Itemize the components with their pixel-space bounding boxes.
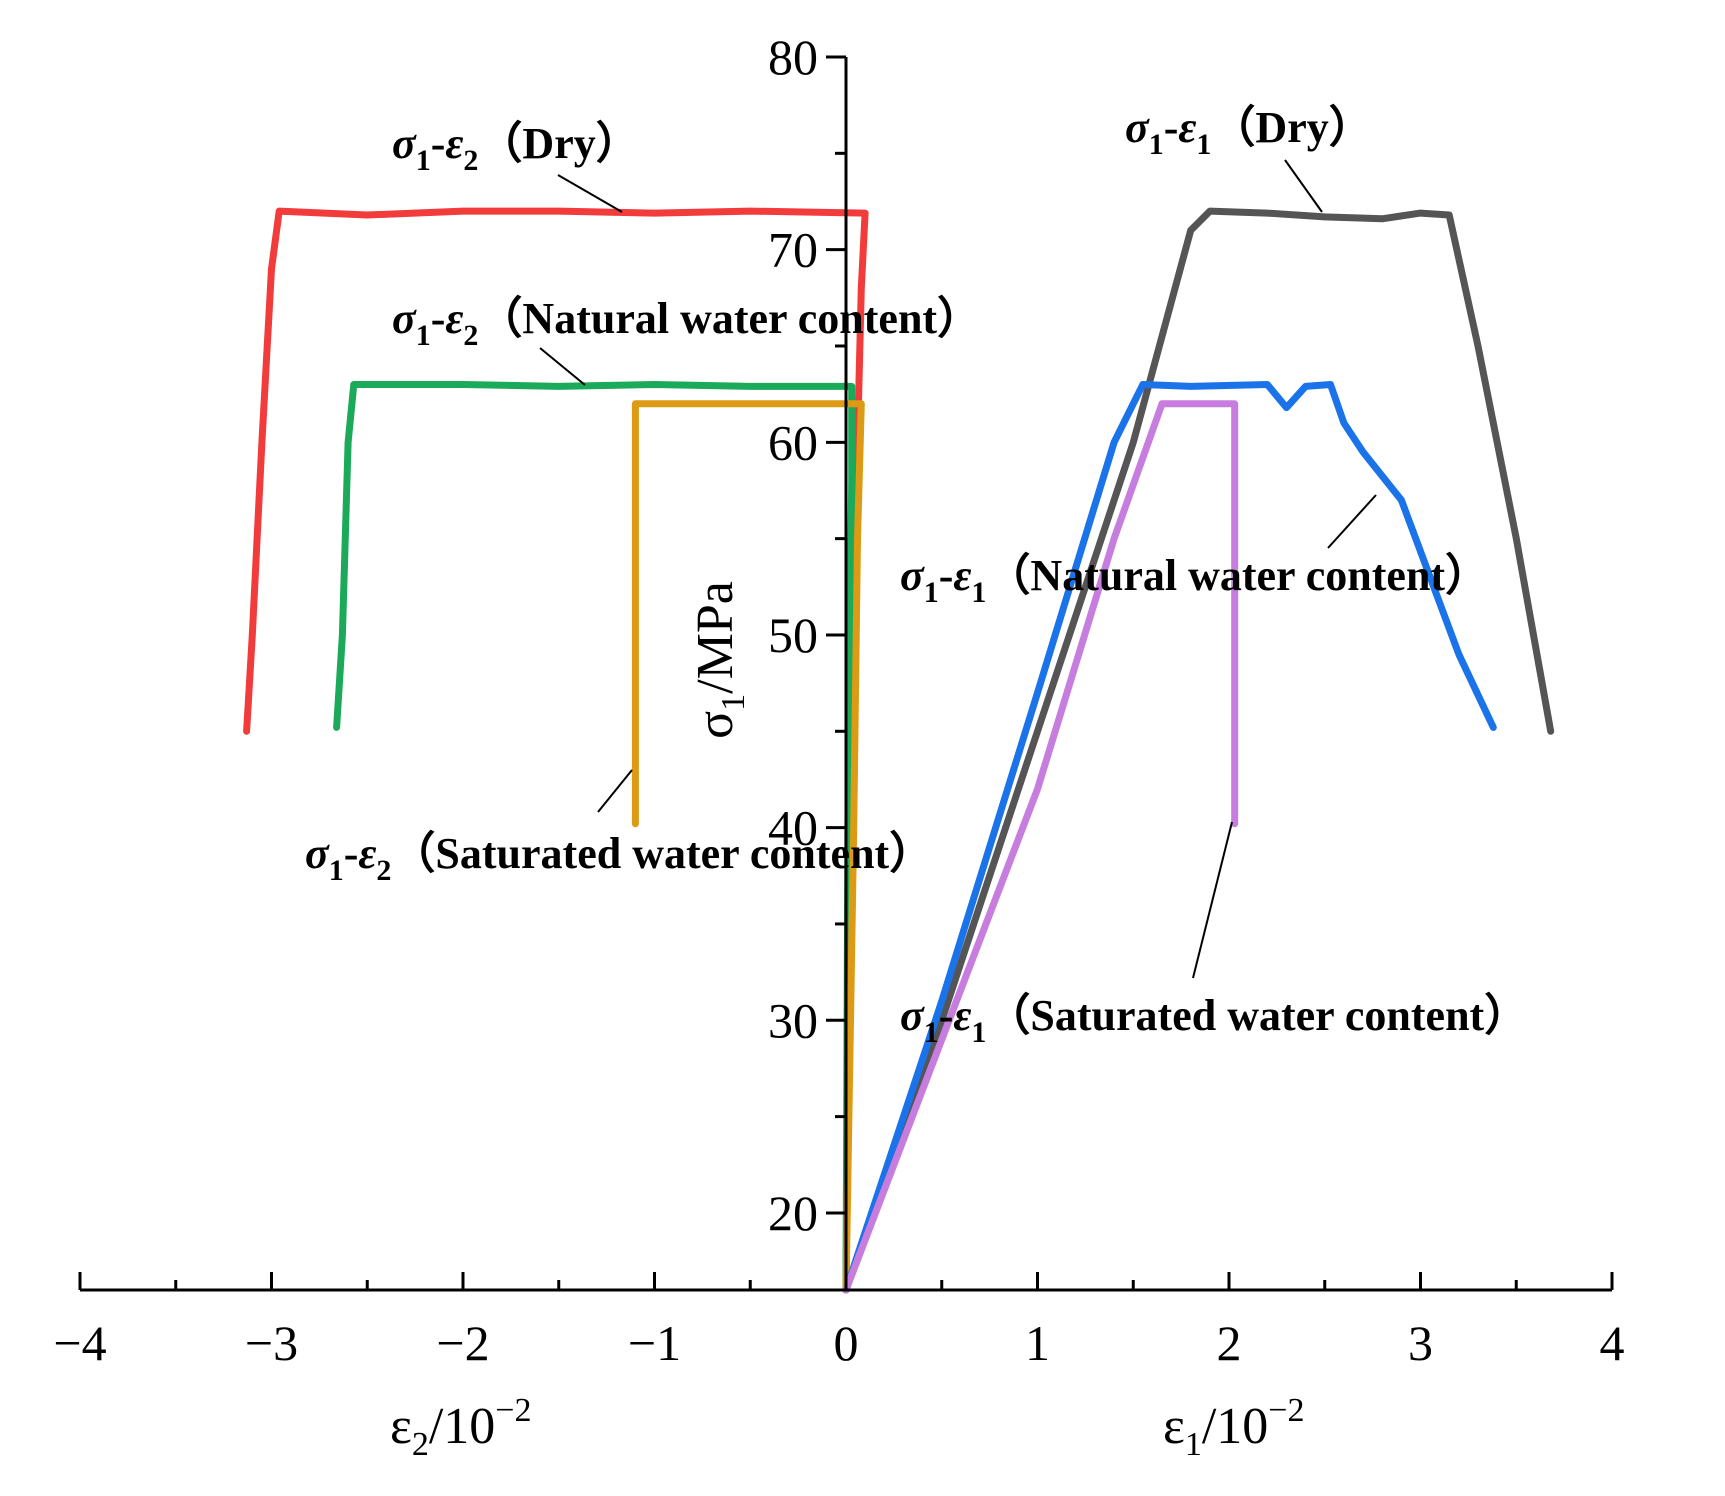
annotation-leader-line [1327,494,1377,549]
series-line-e2-dry [243,207,869,1294]
y-tick-label: 70 [768,222,818,278]
annotation-leader-line [1192,821,1233,979]
annotation-label: σ1-ε2（Natural water content） [392,294,981,352]
annotation-leader-line [539,347,586,386]
axis-titles: σ1/MPa ε2/10−2 ε1/10−2 [390,581,1304,1463]
annotation-label: σ1-ε2（Saturated water content） [305,829,933,887]
annotation-label: σ1-ε1（Dry） [1125,103,1373,161]
annotation-e2-saturated: σ1-ε2（Saturated water content） [305,769,933,887]
annotation-e2-natural: σ1-ε2（Natural water content） [392,294,981,386]
annotation-label: σ1-ε1（Saturated water content） [900,991,1528,1049]
series-annotations: σ1-ε2（Dry） σ1-ε2（Natural water content） σ1… [305,103,1528,1049]
y-tick-label: 20 [768,1185,818,1241]
series-line-e1-natural [842,381,1497,1294]
annotation-e1-saturated: σ1-ε1（Saturated water content） [900,821,1528,1049]
y-tick-label: 30 [768,992,818,1048]
x-axis-title-right: ε1/10−2 [1163,1392,1304,1463]
y-tick-label: 40 [768,800,818,856]
y-tick-label: 50 [768,607,818,663]
x-tick-label: −1 [628,1315,681,1371]
x-tick-label: 0 [834,1315,859,1371]
annotation-leader-line [597,769,633,813]
x-tick-label: −4 [53,1315,106,1371]
y-tick-label: 60 [768,414,818,470]
annotation-e2-dry: σ1-ε2（Dry） [392,119,640,213]
annotation-leader-line [557,174,623,213]
x-tick-label: −3 [245,1315,298,1371]
series-layer [243,207,1555,1294]
x-tick-label: 2 [1217,1315,1242,1371]
series-line-e1-saturated [842,400,1239,1294]
x-tick-label: −2 [436,1315,489,1371]
series-line-e1-dry [842,207,1555,1294]
axes [80,57,1612,1292]
y-tick-label: 80 [768,29,818,85]
annotation-e1-natural: σ1-ε1（Natural water content） [900,494,1489,609]
series-line-e2-natural [333,381,856,1294]
y-axis-title: σ1/MPa [687,581,752,739]
x-axis-title-left: ε2/10−2 [390,1392,531,1463]
annotation-label: σ1-ε2（Dry） [392,119,640,177]
annotation-e1-dry: σ1-ε1（Dry） [1125,103,1373,213]
series-line-e2-saturated [631,400,865,1294]
ticks: −4 −3 −2 −1 0 1 2 3 4 20 30 40 50 60 70 80 [53,29,1624,1371]
annotation-leader-line [1284,159,1323,213]
x-tick-label: 3 [1408,1315,1433,1371]
x-tick-label: 4 [1600,1315,1625,1371]
x-tick-label: 1 [1025,1315,1050,1371]
annotation-label: σ1-ε1（Natural water content） [900,551,1489,609]
